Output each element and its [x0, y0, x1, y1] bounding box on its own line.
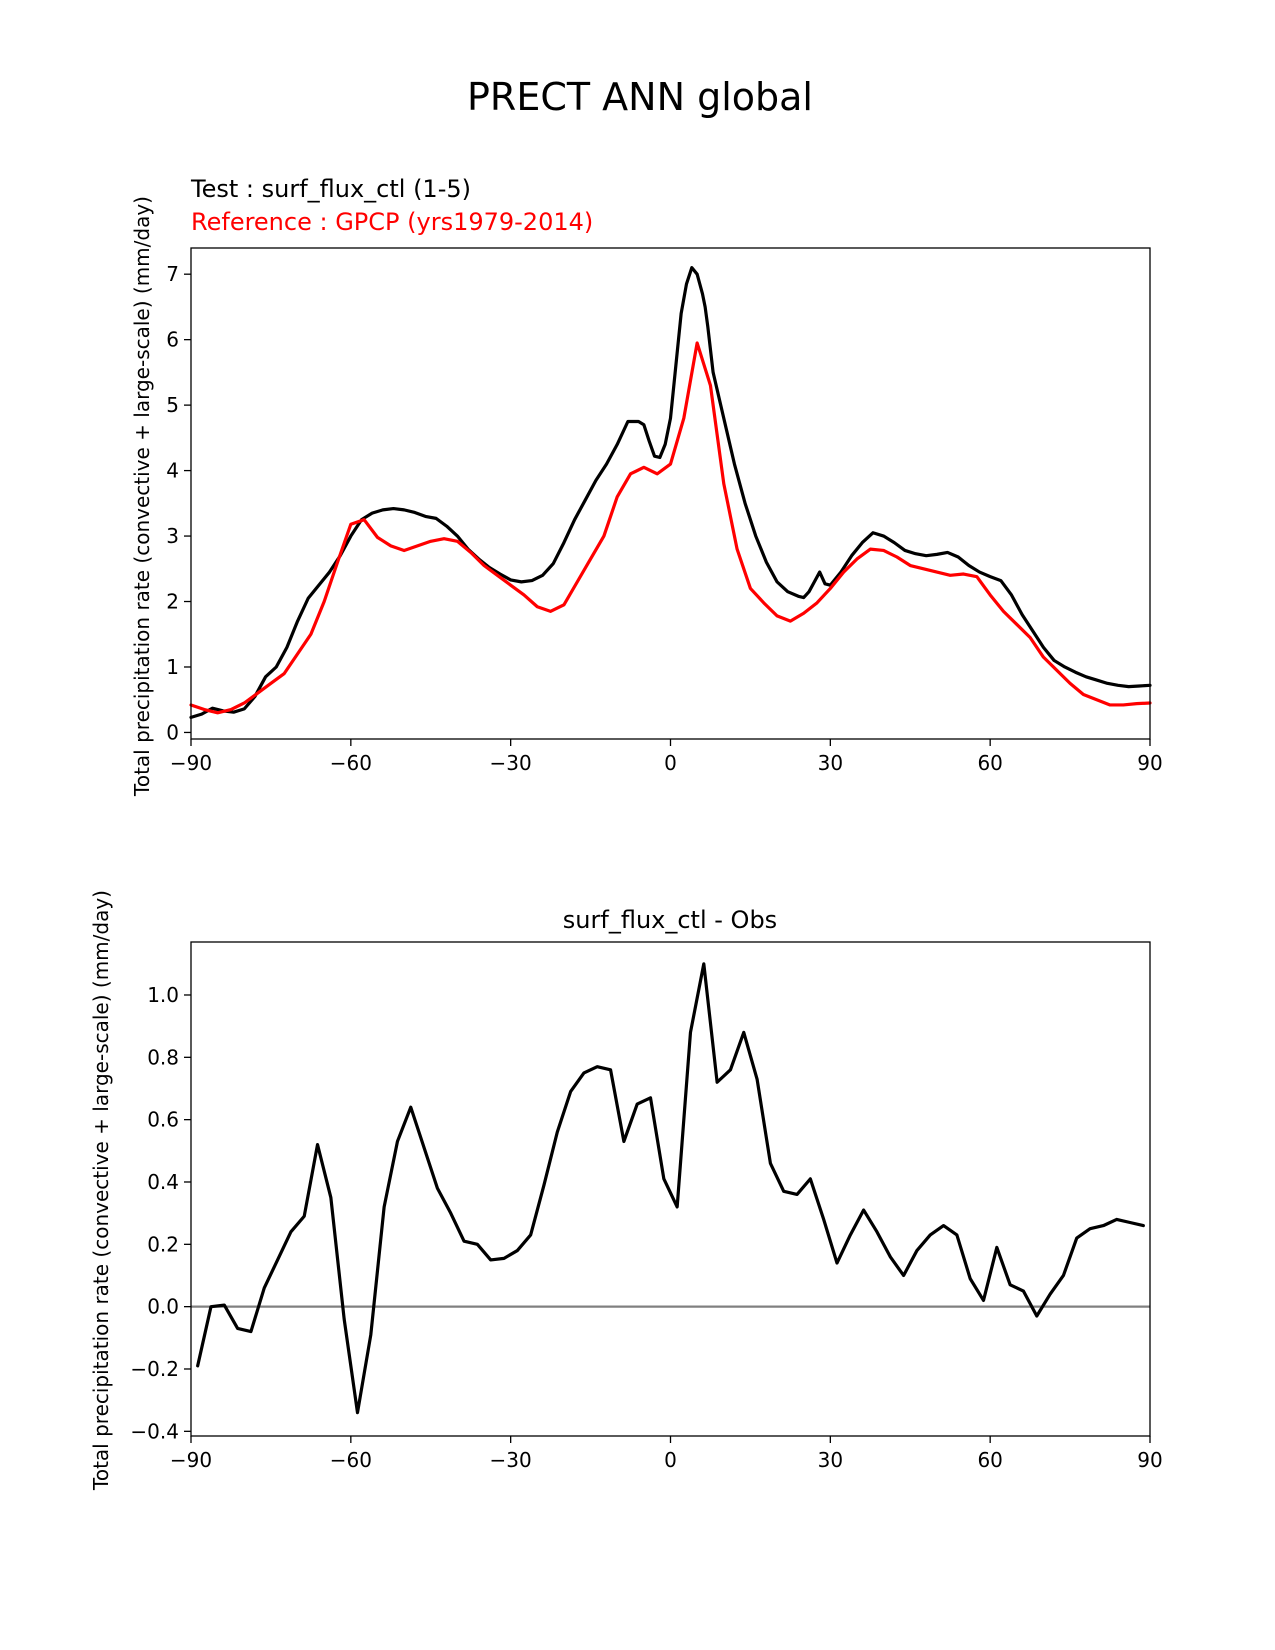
bottom-x-tick-label: 0 — [664, 1448, 677, 1472]
top-y-tick-label: 0 — [166, 720, 179, 744]
top-y-axis-label: Total precipitation rate (convective + l… — [130, 196, 154, 797]
bottom-chart-title: surf_flux_ctl - Obs — [563, 906, 777, 934]
figure-title: PRECT ANN global — [467, 75, 813, 119]
top-series-line-1 — [189, 341, 1152, 715]
bottom-x-tick-label: −90 — [170, 1448, 212, 1472]
bottom-series-line-0 — [196, 962, 1145, 1415]
top-x-tick-label: 90 — [1137, 751, 1162, 775]
bottom-x-tick-label: −60 — [330, 1448, 372, 1472]
reference-label: Reference : GPCP (yrs1979-2014) — [191, 208, 593, 236]
bottom-plot-lines — [191, 962, 1150, 1415]
top-x-tick-label: −90 — [170, 751, 212, 775]
bottom-y-tick-label: −0.2 — [130, 1357, 179, 1381]
bottom-panel: surf_flux_ctl - Obs Total precipitation … — [89, 890, 1163, 1491]
bottom-x-tick-label: 60 — [977, 1448, 1002, 1472]
top-x-axis: −90 −60 −30 0 30 60 90 — [170, 739, 1163, 775]
bottom-axes-frame — [190, 941, 1151, 1437]
bottom-y-tick-label: 1.0 — [147, 983, 179, 1007]
bottom-y-tick-label: 0.0 — [147, 1295, 179, 1319]
top-y-tick-label: 7 — [166, 262, 179, 286]
top-y-tick-label: 4 — [166, 459, 179, 483]
top-y-tick-label: 1 — [166, 655, 179, 679]
bottom-y-axis-label: Total precipitation rate (convective + l… — [89, 890, 113, 1491]
top-x-tick-label: −30 — [490, 751, 532, 775]
bottom-y-tick-label: 0.6 — [147, 1108, 179, 1132]
bottom-y-axis: −0.4 −0.2 0.0 0.2 0.4 0.6 0.8 1.0 — [130, 983, 191, 1443]
test-label: Test : surf_flux_ctl (1-5) — [190, 175, 471, 203]
bottom-y-tick-label: 0.8 — [147, 1045, 179, 1069]
top-x-tick-label: 60 — [977, 751, 1002, 775]
top-y-tick-label: 5 — [166, 393, 179, 417]
bottom-x-tick-label: 90 — [1137, 1448, 1162, 1472]
top-series-line-0 — [189, 266, 1152, 719]
top-x-tick-label: 0 — [664, 751, 677, 775]
bottom-x-axis: −90 −60 −30 0 30 60 90 — [170, 1436, 1163, 1472]
top-y-tick-label: 3 — [166, 524, 179, 548]
top-x-tick-label: −60 — [330, 751, 372, 775]
top-y-axis: 0 1 2 3 4 5 6 7 — [166, 262, 191, 744]
bottom-y-tick-label: 0.2 — [147, 1232, 179, 1256]
top-panel: Test : surf_flux_ctl (1-5) Reference : G… — [130, 175, 1163, 797]
top-axes-frame — [190, 247, 1151, 740]
bottom-x-tick-label: 30 — [818, 1448, 843, 1472]
top-y-tick-label: 6 — [166, 328, 179, 352]
bottom-x-tick-label: −30 — [490, 1448, 532, 1472]
top-y-tick-label: 2 — [166, 590, 179, 614]
top-plot-lines — [189, 266, 1152, 719]
bottom-y-tick-label: 0.4 — [147, 1170, 179, 1194]
bottom-y-tick-label: −0.4 — [130, 1419, 179, 1443]
top-x-tick-label: 30 — [818, 751, 843, 775]
